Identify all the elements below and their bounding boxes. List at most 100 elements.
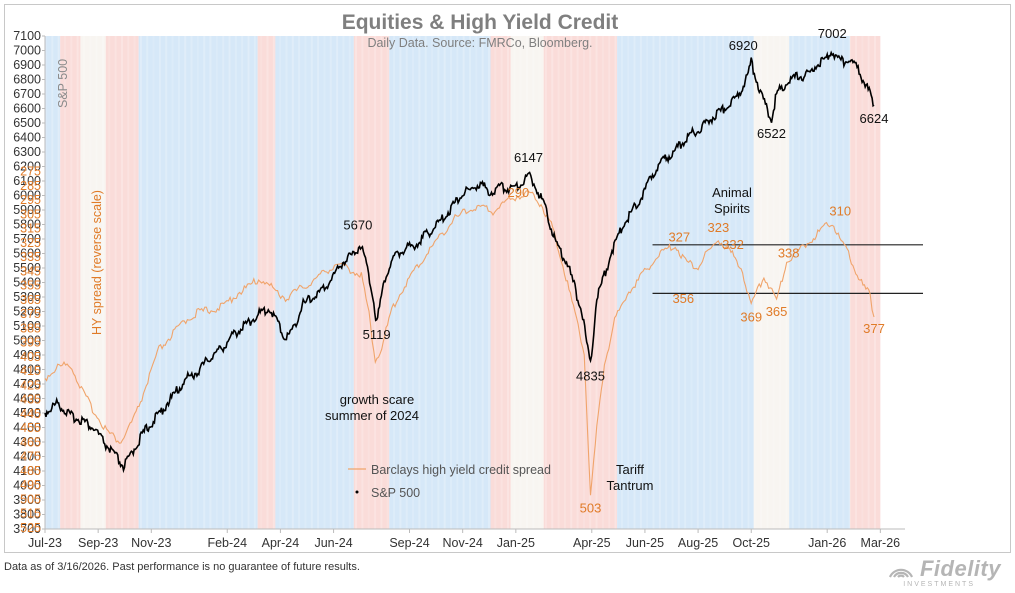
footnote: Data as of 3/16/2026. Past performance i…: [4, 561, 360, 573]
band-stripe: [127, 36, 130, 529]
sp-tick-label: 7000: [13, 44, 41, 58]
hy-tick-label: 295: [20, 193, 41, 207]
band-stripe: [374, 36, 377, 529]
sp-tick-label: 6300: [13, 145, 41, 159]
regime-band: [490, 36, 511, 529]
band-stripe: [665, 36, 668, 529]
band-stripe: [317, 36, 320, 529]
band-stripe: [234, 36, 237, 529]
hy-axis-label: HY spread (reverse scale): [90, 190, 104, 335]
band-stripe: [462, 36, 465, 529]
annotations: 5670 5119 6147 4835 6920 6522 7002 6624 290 503 32…: [343, 26, 888, 515]
reference-lines: [652, 244, 923, 294]
sp-tick-label: 6100: [13, 174, 41, 188]
band-stripe: [589, 36, 592, 529]
band-stripe: [95, 36, 98, 529]
hy-annotation-label: 338: [778, 245, 800, 260]
band-stripe: [563, 36, 566, 529]
sp-annotation-label: 6920: [729, 38, 758, 53]
band-stripe: [266, 36, 269, 529]
band-stripe: [361, 36, 364, 529]
band-stripe: [456, 36, 459, 529]
sp500-line: [44, 50, 875, 474]
hy-annotation-label: 323: [707, 220, 729, 235]
band-stripe: [804, 36, 807, 529]
legend-hy-label: Barclays high yield credit spread: [371, 463, 551, 477]
band-stripe: [487, 36, 490, 529]
band-stripe: [279, 36, 282, 529]
band-stripe: [336, 36, 339, 529]
regime-band: [617, 36, 754, 529]
band-stripe: [842, 36, 845, 529]
band-stripe: [608, 36, 611, 529]
band-stripe: [848, 36, 851, 529]
sp-annotation-label: 6624: [860, 111, 889, 126]
band-stripe: [437, 36, 440, 529]
band-stripe: [298, 36, 301, 529]
regime-band: [275, 36, 354, 529]
sp-tick-label: 5800: [13, 218, 41, 232]
sp-tick-label: 5900: [13, 203, 41, 217]
sp-annotation-label: 5670: [343, 217, 372, 232]
x-tick-label: Jan-25: [497, 536, 535, 550]
hy-tick-label: 385: [20, 321, 41, 335]
band-stripe: [734, 36, 737, 529]
sp-tick-label: 5700: [13, 232, 41, 246]
sp-tick-label: 5600: [13, 247, 41, 261]
band-stripe: [399, 36, 402, 529]
sp-tick-label: 4200: [13, 450, 41, 464]
hy-tick-label: 435: [20, 393, 41, 407]
x-tick-label: Jul-23: [28, 536, 62, 550]
annotation-tariff-1: Tariff: [616, 462, 644, 477]
band-stripe: [424, 36, 427, 529]
hy-tick-label: 525: [20, 521, 41, 535]
band-stripe: [817, 36, 820, 529]
band-stripe: [272, 36, 275, 529]
band-stripe: [45, 36, 47, 529]
sp-tick-label: 3800: [13, 508, 41, 522]
band-stripe: [108, 36, 111, 529]
chart-title: Equities & High Yield Credit: [342, 11, 619, 34]
sp-tick-label: 6400: [13, 131, 41, 145]
sp-annotation-label: 6147: [514, 150, 543, 165]
sp-tick-label: 4100: [13, 464, 41, 478]
band-stripe: [766, 36, 769, 529]
sp-tick-label: 3700: [13, 522, 41, 536]
legend-sp-swatch: [355, 490, 359, 494]
sp-tick-label: 5500: [13, 261, 41, 275]
band-stripe: [57, 36, 60, 529]
band-stripe: [291, 36, 294, 529]
sp-tick-label: 5400: [13, 276, 41, 290]
band-stripe: [582, 36, 585, 529]
sp-tick-label: 4300: [13, 435, 41, 449]
hy-tick-label: 515: [20, 507, 41, 521]
band-stripe: [114, 36, 117, 529]
band-stripe: [101, 36, 104, 529]
band-stripe: [652, 36, 655, 529]
sp-tick-label: 7100: [13, 29, 41, 43]
chart: 3700380039004000410042004300440045004600…: [13, 11, 923, 550]
hy-tick-label: 315: [20, 222, 41, 236]
band-stripe: [658, 36, 661, 529]
band-stripe: [418, 36, 421, 529]
band-stripe: [620, 36, 623, 529]
band-stripe: [684, 36, 687, 529]
sp-tick-label: 6200: [13, 160, 41, 174]
hy-tick-label: 345: [20, 264, 41, 278]
band-stripe: [601, 36, 604, 529]
chart-frame: [4, 4, 1011, 553]
hy-tick-label: 305: [20, 207, 41, 221]
hy-tick-label: 355: [20, 279, 41, 293]
sp-tick-label: 5000: [13, 334, 41, 348]
band-stripe: [203, 36, 206, 529]
band-stripe: [171, 36, 174, 529]
band-stripe: [89, 36, 92, 529]
x-tick-label: Apr-24: [262, 536, 300, 550]
hy-tick-label: 485: [20, 464, 41, 478]
sp-tick-label: 4000: [13, 479, 41, 493]
hy-annotation-label: 503: [580, 501, 602, 516]
sp-axis-ticks: 3700380039004000410042004300440045004600…: [13, 29, 45, 536]
hy-tick-label: 285: [20, 179, 41, 193]
annotation-growth-scare-2: summer of 2024: [325, 408, 419, 423]
sp-tick-label: 3900: [13, 493, 41, 507]
